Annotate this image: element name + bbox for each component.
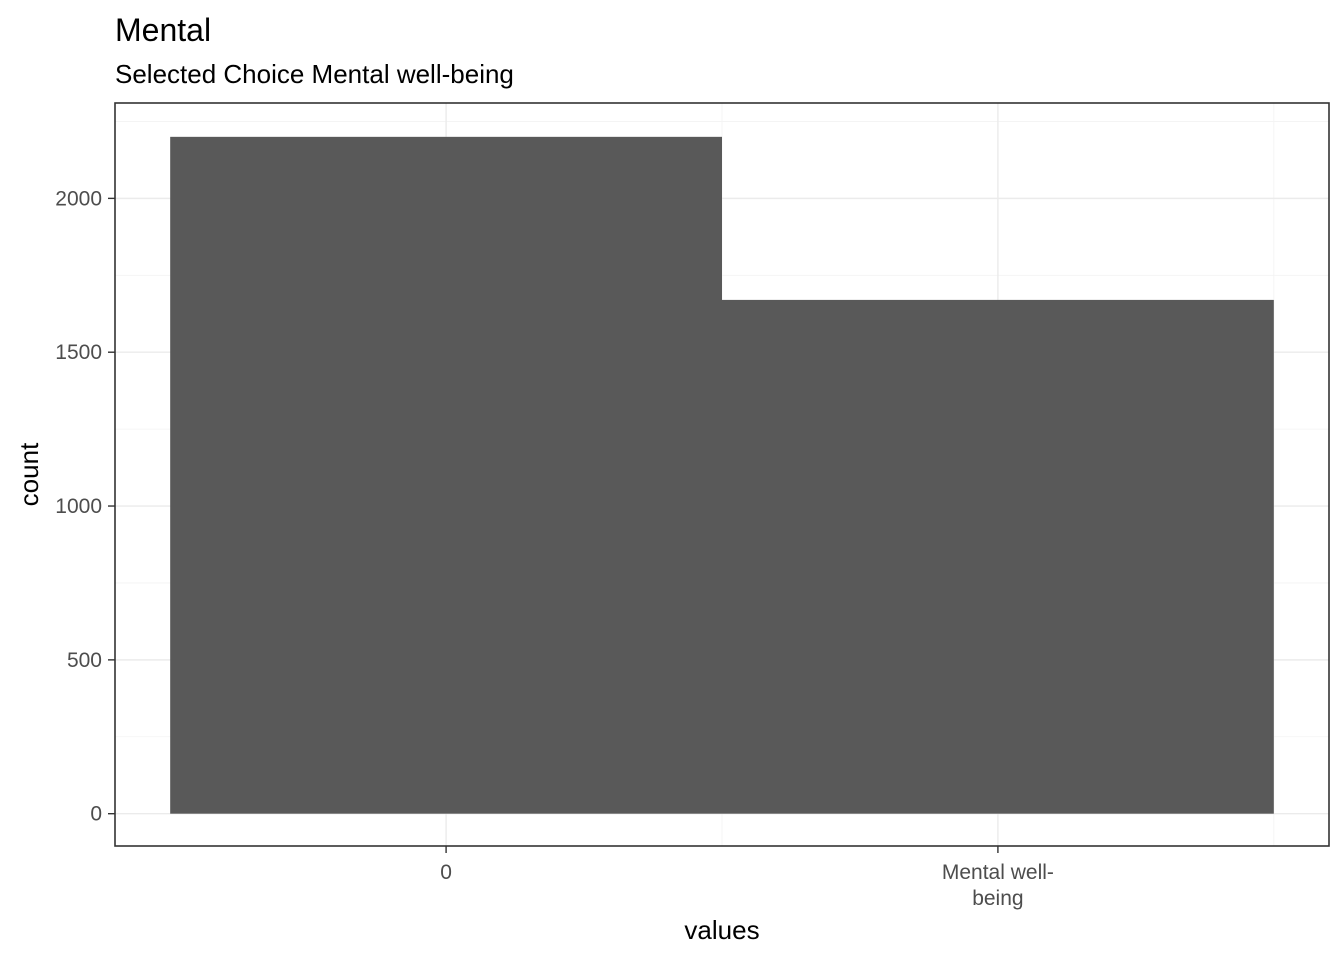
bar xyxy=(170,136,722,814)
y-tick-label: 500 xyxy=(67,649,102,672)
chart-title: Mental xyxy=(115,12,211,48)
x-tick-label: Mental well-being xyxy=(942,861,1054,910)
y-tick-label: 0 xyxy=(90,803,102,826)
y-tick-label: 1500 xyxy=(55,341,102,364)
bar xyxy=(722,299,1274,814)
y-axis-title: count xyxy=(14,442,44,506)
panel-border xyxy=(114,102,1330,847)
axes: 0 500 1000 1500 2000 0 Mental well-being xyxy=(55,187,1054,910)
chart-subtitle: Selected Choice Mental well-being xyxy=(115,59,514,89)
y-tick-label: 1000 xyxy=(55,495,102,518)
x-tick-label: 0 xyxy=(440,861,452,884)
bars xyxy=(170,136,1274,814)
y-tick-label: 2000 xyxy=(55,187,102,210)
x-axis-title: values xyxy=(684,915,759,945)
